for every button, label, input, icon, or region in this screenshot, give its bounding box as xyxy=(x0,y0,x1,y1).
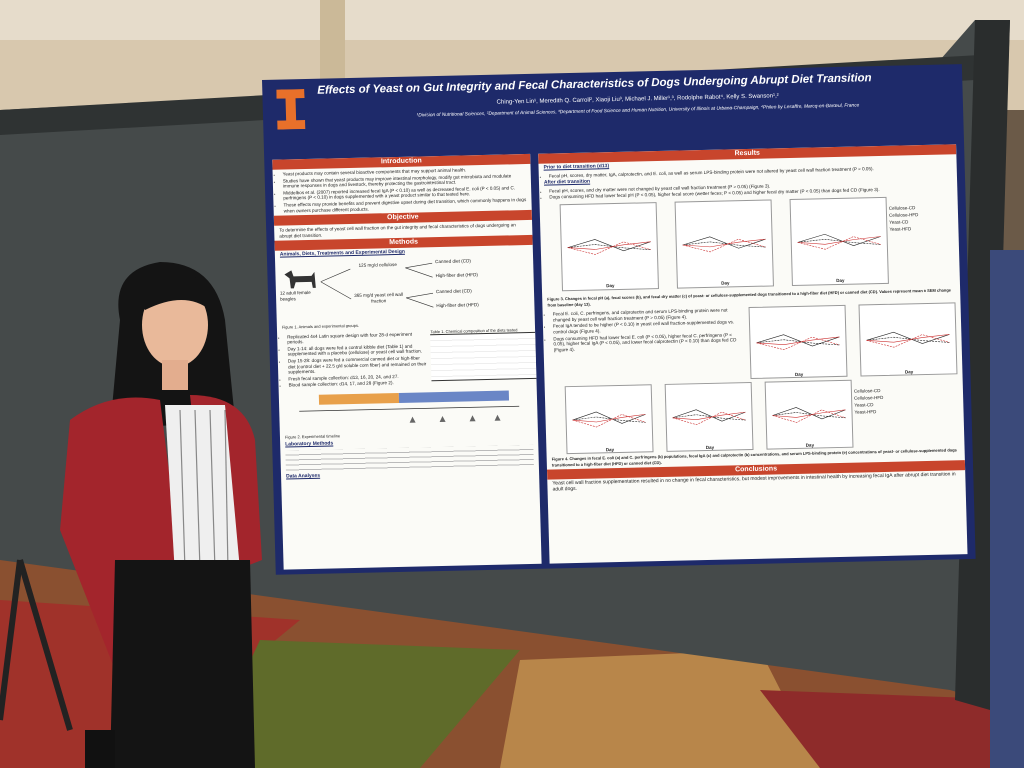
diagram-label: Canned diet (CD) xyxy=(435,258,471,265)
dog-icon xyxy=(284,270,316,289)
plot-lines xyxy=(797,233,881,250)
plot-panel: Day xyxy=(789,196,889,286)
illinois-logo xyxy=(276,89,306,130)
bullet: Day 15-28: dogs were fed a commercial ca… xyxy=(288,355,428,375)
plot-line xyxy=(772,409,846,423)
plot-panel: Day xyxy=(674,199,774,289)
plot-line xyxy=(567,241,651,255)
diagram-label: High-fiber diet (HFD) xyxy=(435,272,478,279)
bullet: Dogs consuming HFD had lower fecal E. co… xyxy=(553,332,741,353)
axis-label: Day xyxy=(805,442,815,448)
diagram-label: Canned diet (CD) xyxy=(435,288,472,295)
plot-panel: Day xyxy=(664,382,754,453)
plot-line xyxy=(682,241,766,248)
plot-line xyxy=(682,236,766,249)
axis-label: Day xyxy=(605,446,615,452)
figure-3: Day Day Day Cellulose-CD Cellulose-HFD Yeast-… xyxy=(540,193,960,294)
figure-4-bottom: Day Day Day Cellulose-CD Cellulose-HFD Yeast-… xyxy=(545,375,965,455)
plot-line xyxy=(567,241,651,250)
methods-text xyxy=(285,444,534,473)
figure-4-top: Day Day xyxy=(744,300,963,380)
legend-entry: Yeast-HFD xyxy=(889,226,912,232)
right-column: Results Prior to diet transition (d13) F… xyxy=(538,144,968,564)
diagram-label: High-fiber diet (HFD) xyxy=(436,302,479,309)
plot-line xyxy=(572,411,646,424)
plot-lines xyxy=(572,411,646,428)
legend: Cellulose-CD Cellulose-HFD Yeast-CD Yeast-H… xyxy=(854,387,884,416)
plot-panel: Day xyxy=(858,302,958,377)
plot-line xyxy=(797,236,881,245)
plot-line xyxy=(756,339,840,346)
axis-label: Day xyxy=(794,371,804,377)
poster: Effects of Yeast on Gut Integrity and Fe… xyxy=(262,64,976,575)
legend: Cellulose-CD Cellulose-HFD Yeast-CD Yeast-H… xyxy=(889,204,919,233)
plot-panel: Day xyxy=(764,379,854,450)
plot-line xyxy=(797,233,881,246)
plot-line xyxy=(756,336,840,351)
plot-line xyxy=(797,236,881,250)
left-column: Introduction Yeast products may contain … xyxy=(272,153,542,570)
plot-line xyxy=(567,239,651,252)
plot-lines xyxy=(682,236,766,253)
methods-list: Replicated 4x4 Latin square design with … xyxy=(287,331,428,389)
legend-entry: Yeast-HFD xyxy=(854,409,877,415)
axis-label: Day xyxy=(606,283,615,289)
intro-list: Yeast products may contain several bioac… xyxy=(283,166,528,214)
plot-line xyxy=(772,407,846,420)
plot-line xyxy=(866,334,950,343)
table-1: Table 1. Chemical composition of the die… xyxy=(430,326,537,388)
diagram-label: 12 adult female beagles xyxy=(279,289,311,302)
plot-line xyxy=(866,332,950,345)
axis-label: Day xyxy=(904,368,914,375)
table-body xyxy=(430,331,537,382)
plot-panel: Day xyxy=(559,202,659,292)
plot-line xyxy=(797,238,881,245)
axis-label: Day xyxy=(836,278,845,284)
timeline xyxy=(299,390,520,423)
plot-line xyxy=(756,334,840,347)
plot-line xyxy=(672,411,746,426)
plot-lines xyxy=(672,409,746,426)
plot-line xyxy=(572,416,646,423)
plot-line xyxy=(866,334,950,348)
plot-line xyxy=(772,412,846,419)
plot-line xyxy=(672,411,746,421)
plot-line xyxy=(572,414,646,423)
design-diagram: 12 adult female beagles 125 mg/d cellulo… xyxy=(275,255,535,323)
plot-line xyxy=(672,409,746,422)
plot-lines xyxy=(866,332,950,348)
plot-panel: Day xyxy=(748,304,848,380)
plot-line xyxy=(682,238,766,253)
plot-lines xyxy=(772,407,846,423)
results-list: Fecal E. coli, C. perfringens, and calpr… xyxy=(553,307,742,382)
plot-line xyxy=(756,336,840,346)
axis-label: Day xyxy=(705,444,715,450)
plot-line xyxy=(572,414,646,428)
plot-line xyxy=(567,244,651,250)
plot-line xyxy=(682,238,766,248)
plot-lines xyxy=(756,334,840,351)
plot-line xyxy=(866,337,950,343)
plot-lines xyxy=(567,239,651,255)
diagram-arrows xyxy=(320,262,434,308)
plot-panel: Day xyxy=(564,384,654,455)
axis-label: Day xyxy=(721,280,730,287)
plot-line xyxy=(772,409,846,418)
plot-line xyxy=(672,414,746,421)
